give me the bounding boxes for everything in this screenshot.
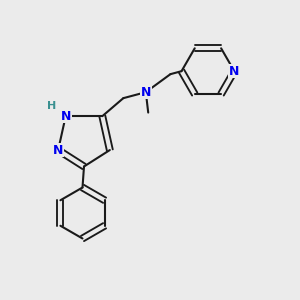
Text: H: H — [47, 101, 56, 111]
Text: N: N — [61, 110, 71, 123]
Text: N: N — [141, 86, 151, 99]
Text: N: N — [53, 143, 63, 157]
Text: N: N — [229, 65, 239, 78]
